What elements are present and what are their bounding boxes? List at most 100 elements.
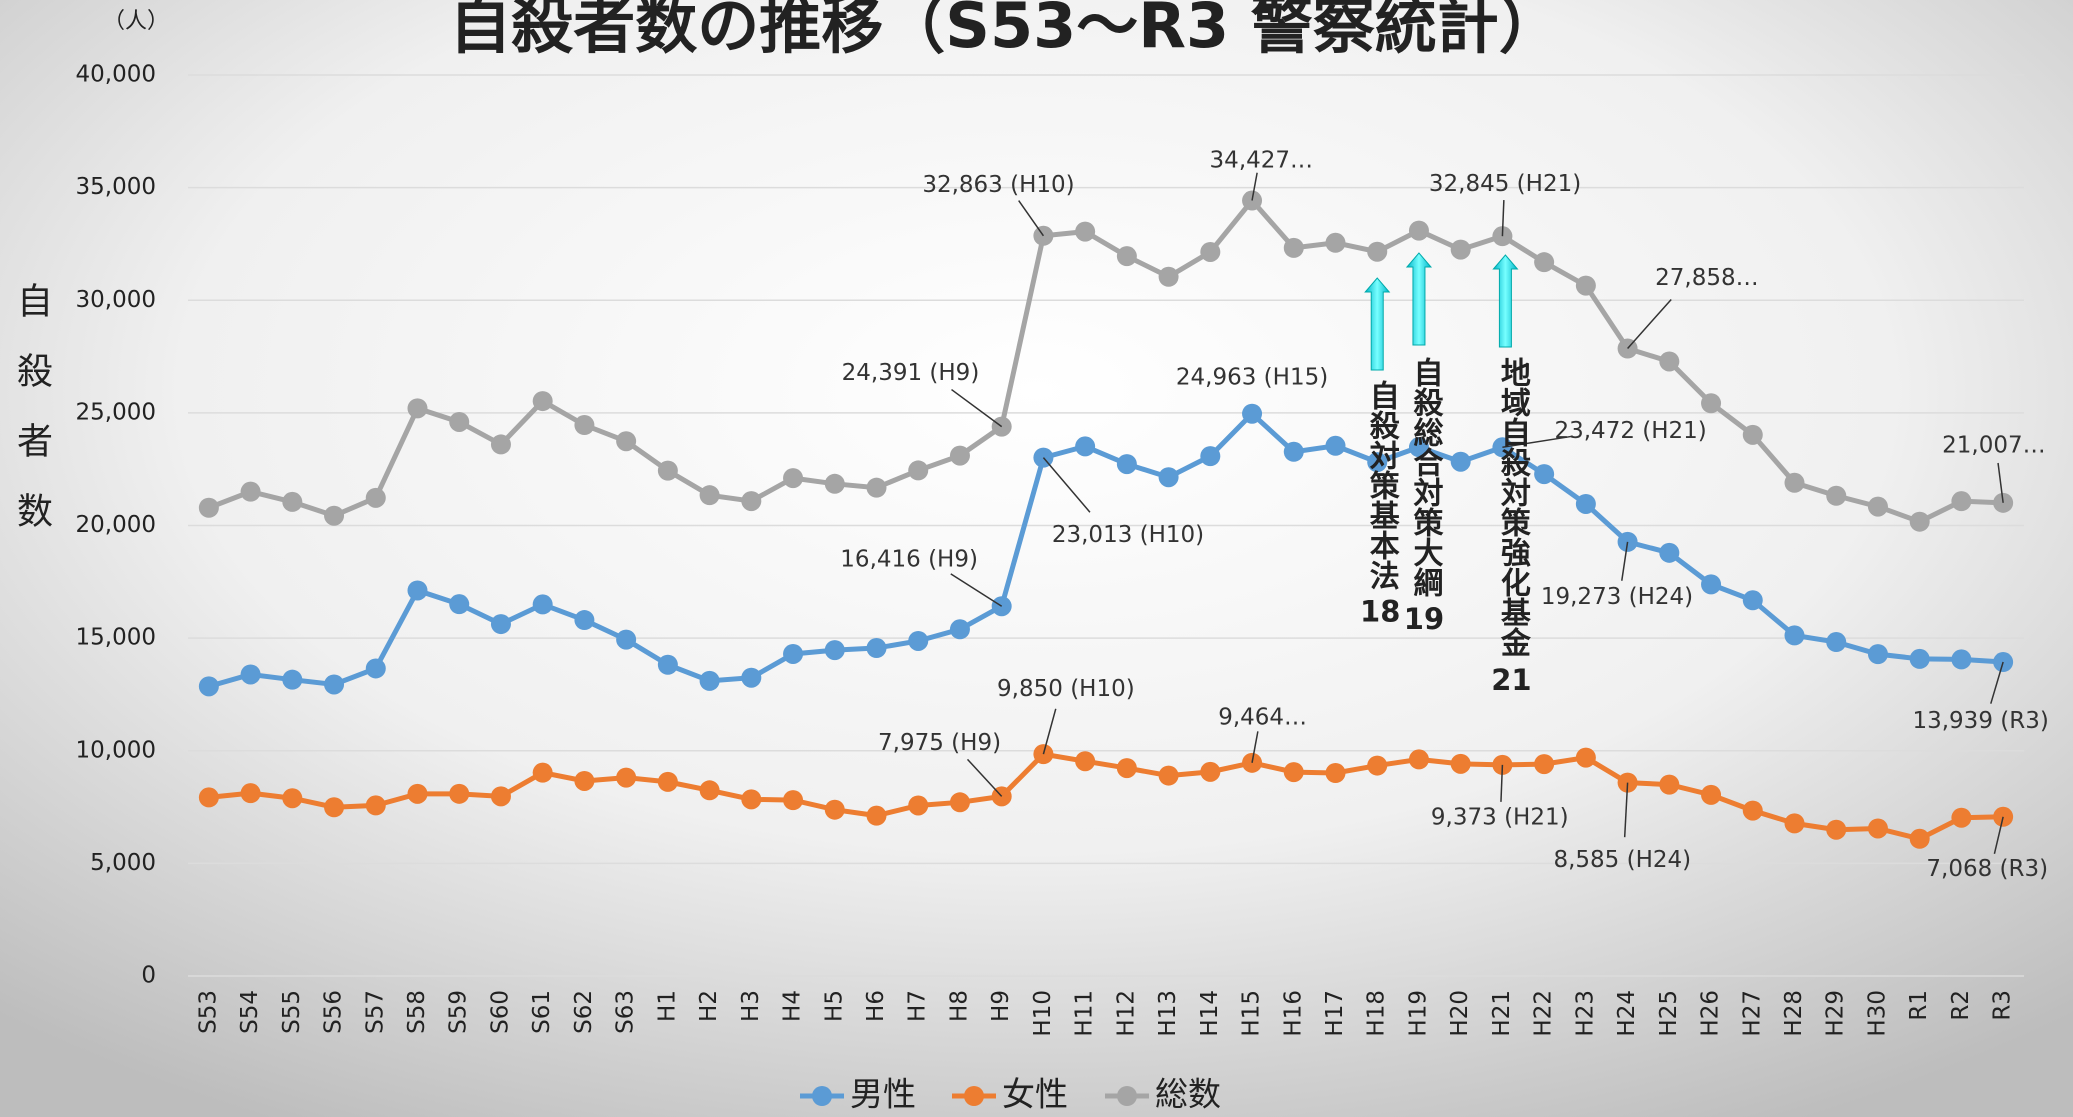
leader-line	[1251, 172, 1258, 201]
x-tick-label: S61	[529, 990, 555, 1034]
point	[1826, 819, 1847, 840]
point	[574, 770, 595, 791]
point	[407, 398, 428, 419]
point	[699, 485, 720, 506]
data-label: 24,963 (H15)	[1176, 365, 1328, 391]
x-tick-label: H1	[654, 990, 680, 1022]
point	[949, 792, 970, 813]
point	[783, 468, 804, 489]
x-tick-label: H13	[1155, 990, 1181, 1037]
point	[324, 505, 345, 526]
point	[1283, 441, 1304, 462]
point	[699, 670, 720, 691]
point	[1158, 467, 1179, 488]
y-tick-label: 20,000	[76, 512, 156, 538]
point	[365, 795, 386, 816]
annotation-number: 19	[1404, 602, 1444, 636]
point	[1116, 758, 1137, 779]
point	[824, 640, 845, 661]
point	[741, 491, 762, 512]
point	[1659, 351, 1680, 372]
legend-label: 女性	[1002, 1075, 1068, 1114]
leader-line	[1502, 435, 1574, 449]
point	[1158, 266, 1179, 287]
point	[1784, 472, 1805, 493]
leader-line	[1042, 457, 1091, 513]
arrow	[1405, 252, 1433, 346]
data-label: 23,472 (H21)	[1554, 418, 1706, 444]
x-tick-label: S54	[237, 990, 263, 1034]
x-tick-label: H24	[1614, 990, 1640, 1037]
x-tick-label: H21	[1489, 990, 1515, 1037]
point	[1367, 755, 1388, 776]
x-tick-label: H23	[1572, 990, 1598, 1037]
point	[741, 789, 762, 810]
legend-label: 総数	[1155, 1075, 1221, 1114]
data-label: 32,863 (H10)	[922, 172, 1074, 198]
leader-line	[1997, 462, 2004, 503]
annotation-number: 18	[1360, 595, 1400, 629]
point	[1075, 751, 1096, 772]
leader-line	[1990, 661, 2004, 704]
point	[198, 497, 219, 518]
point	[1325, 763, 1346, 784]
point	[490, 614, 511, 635]
data-label: 9,373 (H21)	[1431, 804, 1569, 830]
point	[1075, 221, 1096, 242]
legend-marker	[964, 1086, 984, 1106]
legend-marker	[812, 1086, 832, 1106]
y-unit: （人）	[103, 9, 169, 34]
x-tick-label: H26	[1698, 990, 1724, 1037]
annotation-text: 地域自殺対策強化基金	[1495, 357, 1532, 657]
point	[1575, 275, 1596, 296]
point	[240, 481, 261, 502]
point	[1534, 754, 1555, 775]
point	[1742, 424, 1763, 445]
x-tick-label: H20	[1447, 990, 1473, 1037]
point	[449, 594, 470, 615]
data-label: 9,850 (H10)	[997, 676, 1135, 702]
leader-line	[951, 388, 1003, 428]
x-tick-label: S57	[362, 990, 388, 1034]
data-label: 24,391 (H9)	[842, 360, 980, 386]
point	[908, 795, 929, 816]
data-label: 8,585 (H24)	[1553, 847, 1691, 873]
point	[699, 780, 720, 801]
data-label: 9,464…	[1218, 704, 1307, 730]
leader-line	[950, 573, 1003, 607]
data-label: 13,939 (R3)	[1912, 708, 2048, 734]
x-tick-label: H7	[905, 990, 931, 1022]
point	[1742, 590, 1763, 611]
x-tick-label: S59	[446, 990, 472, 1034]
x-tick-label: H29	[1823, 990, 1849, 1037]
point	[407, 783, 428, 804]
arrow	[1492, 254, 1519, 348]
x-tick-label: S58	[404, 990, 430, 1034]
x-tick-label: S62	[571, 990, 597, 1034]
x-tick-label: H2	[696, 990, 722, 1022]
point	[449, 411, 470, 432]
x-tick-label: H17	[1322, 990, 1348, 1037]
point	[1951, 807, 1972, 828]
point	[616, 629, 637, 650]
point	[365, 487, 386, 508]
point	[1951, 491, 1972, 512]
point	[282, 788, 303, 809]
x-tick-label: H27	[1739, 990, 1765, 1037]
arrow	[1364, 277, 1391, 371]
point	[532, 391, 553, 412]
point	[783, 790, 804, 811]
x-tick-label: H16	[1280, 990, 1306, 1037]
data-label: 27,858…	[1655, 265, 1758, 291]
x-tick-label: H30	[1864, 990, 1890, 1037]
point	[1116, 454, 1137, 475]
x-tick-label: H28	[1781, 990, 1807, 1037]
point	[1534, 464, 1555, 485]
x-tick-label: H8	[946, 990, 972, 1022]
leader-line	[1993, 816, 2004, 854]
leader-line	[1018, 200, 1045, 237]
point	[1784, 813, 1805, 834]
point	[657, 771, 678, 792]
annotation-text: 自殺対策基本法	[1364, 380, 1400, 590]
